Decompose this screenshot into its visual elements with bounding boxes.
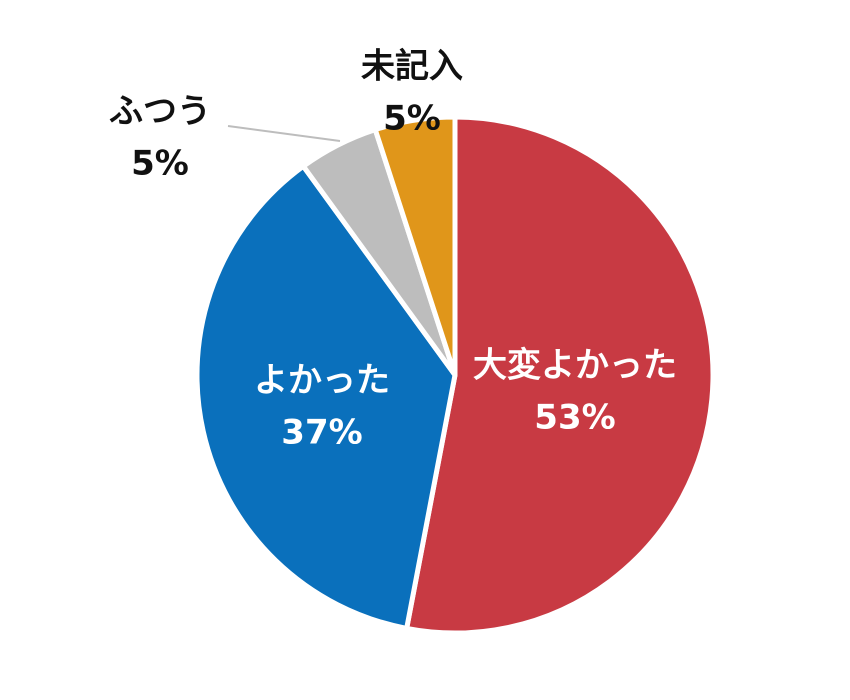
pie-slice [404, 114, 716, 636]
slice-value-label: 5% [383, 99, 441, 139]
slice-label: よかった [254, 361, 390, 401]
slice-value-label: 53% [534, 398, 615, 438]
pie-slice [372, 114, 458, 378]
slice-value-label: 37% [281, 413, 362, 453]
pie-slice [194, 163, 458, 631]
slice-label: ふつう [109, 92, 211, 132]
slice-label: 未記入 [361, 47, 463, 87]
slice-label: 大変よかった [473, 346, 677, 386]
leader-line [227, 125, 341, 142]
slice-value-label: 5% [131, 144, 189, 184]
